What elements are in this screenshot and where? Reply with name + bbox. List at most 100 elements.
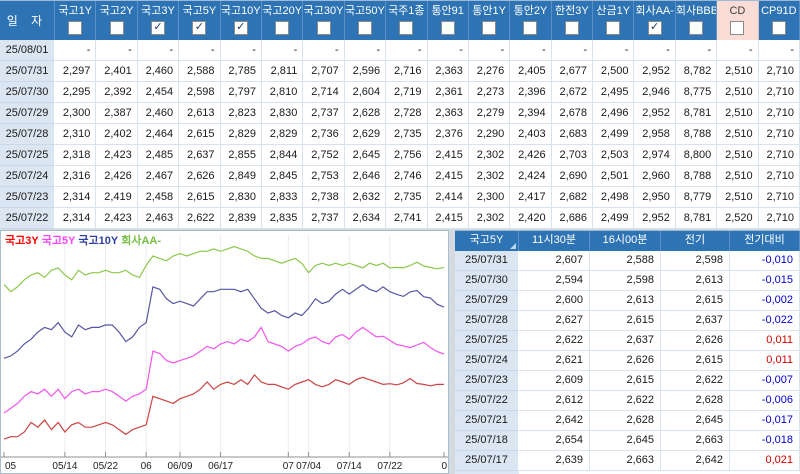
detail-date-cell: 25/07/24 [455, 351, 519, 371]
table-row[interactable]: 25/07/28 2,310 2,402 2,464 2,615 2,829 2,829 2,… [0, 124, 800, 145]
rate-cell: 2,628 [344, 103, 387, 124]
date-cell: 25/07/30 [0, 82, 55, 103]
value-1600-cell: 2,637 [590, 331, 661, 351]
column-checkbox[interactable] [357, 21, 372, 35]
table-row[interactable]: 25/07/22 2,314 2,423 2,463 2,622 2,839 2,835 2,… [0, 208, 800, 229]
column-header[interactable]: 산금1Y [593, 1, 635, 40]
rate-cell: 2,703 [551, 145, 594, 166]
column-checkbox[interactable]: ✓ [192, 21, 207, 35]
column-checkbox[interactable] [68, 21, 83, 35]
rate-cell: 2,950 [634, 187, 676, 208]
value-1130-cell: 2,642 [519, 411, 590, 431]
detail-table-row[interactable]: 25/07/21 2,642 2,628 2,645 -0,017 [455, 411, 800, 431]
rate-cell: - [137, 40, 180, 61]
diff-cell: 0,011 [730, 351, 800, 371]
column-checkbox[interactable] [275, 21, 290, 35]
table-row[interactable]: 25/07/29 2,300 2,387 2,460 2,613 2,823 2,830 2,… [0, 103, 800, 124]
detail-table-partial-row [455, 471, 519, 474]
rate-cell: 2,405 [510, 61, 552, 82]
column-checkbox[interactable] [316, 21, 331, 35]
column-header[interactable]: 국고10Y ✓ [221, 1, 262, 40]
rate-cell: 2,974 [634, 145, 676, 166]
column-checkbox[interactable] [730, 21, 745, 35]
detail-date-cell: 25/07/28 [455, 311, 519, 331]
rate-cell: 2,677 [551, 61, 594, 82]
detail-table-row[interactable]: 25/07/17 2,639 2,663 2,642 0,021 [455, 451, 800, 471]
detail-sort-column-header[interactable]: 국고5Y [455, 231, 519, 251]
detail-table-row[interactable]: 25/07/29 2,600 2,613 2,615 -0,002 [455, 291, 800, 311]
table-row[interactable]: 25/08/01- - - - - - - - - - - - - - - - - - [0, 40, 800, 61]
column-header-label: 국고5Y [182, 5, 217, 17]
column-checkbox[interactable]: ✓ [233, 21, 248, 35]
detail-date-cell: 25/07/31 [455, 251, 519, 271]
column-header[interactable]: 국주1종 [386, 1, 428, 40]
table-row[interactable]: 25/07/31 2,297 2,401 2,460 2,588 2,785 2,811 2,… [0, 61, 800, 82]
column-checkbox-wrap [510, 21, 550, 35]
detail-date-cell: 25/07/25 [455, 331, 519, 351]
column-header[interactable]: CP91D [759, 1, 800, 40]
column-header[interactable]: 회사BBB- [675, 1, 718, 40]
column-checkbox[interactable] [771, 21, 786, 35]
column-header[interactable]: 국고30Y [303, 1, 345, 40]
column-checkbox[interactable] [606, 21, 621, 35]
column-checkbox-wrap [593, 21, 633, 35]
rate-cell: 2,710 [758, 82, 800, 103]
detail-table-row[interactable]: 25/07/24 2,621 2,626 2,615 0,011 [455, 351, 800, 371]
rate-cell: 2,300 [468, 187, 511, 208]
value-1130-cell: 2,612 [519, 391, 590, 411]
column-header-label: 회사BBB- [675, 5, 718, 17]
diff-cell: -0,017 [730, 411, 800, 431]
rate-cell: 2,707 [303, 61, 345, 82]
rate-cell: 2,686 [551, 208, 594, 229]
prev-value-cell: 2,663 [661, 431, 730, 451]
column-checkbox[interactable]: ✓ [647, 21, 662, 35]
rate-cell: 2,839 [220, 208, 262, 229]
column-header[interactable]: 한전3Y [552, 1, 594, 40]
column-checkbox[interactable] [399, 21, 414, 35]
rate-cell: 2,756 [386, 145, 428, 166]
table-row[interactable]: 25/07/23 2,314 2,419 2,458 2,615 2,830 2,833 2,… [0, 187, 800, 208]
column-header[interactable]: 국고50Y [345, 1, 387, 40]
column-checkbox[interactable] [689, 21, 704, 35]
detail-table-header: 국고5Y 11시30분 16시00분 전기 전기대비 [455, 231, 800, 251]
column-header[interactable]: 국고2Y [96, 1, 138, 40]
date-cell: 25/07/22 [0, 208, 55, 229]
column-checkbox-wrap [717, 21, 757, 35]
detail-table-row[interactable]: 25/07/18 2,654 2,645 2,663 -0,018 [455, 431, 800, 451]
column-checkbox[interactable] [440, 21, 455, 35]
detail-table-row[interactable]: 25/07/31 2,607 2,588 2,598 -0,010 [455, 251, 800, 271]
value-1130-cell: 2,621 [519, 351, 590, 371]
table-row[interactable]: 25/07/25 2,318 2,423 2,485 2,637 2,855 2,844 2,… [0, 145, 800, 166]
rate-cell: - [220, 40, 262, 61]
column-header[interactable]: 국고1Y [55, 1, 97, 40]
column-header[interactable]: CD [717, 1, 759, 40]
rate-cell: 2,811 [261, 61, 304, 82]
detail-table-row[interactable]: 25/07/25 2,622 2,637 2,626 0,011 [455, 331, 800, 351]
column-checkbox-wrap [759, 21, 799, 35]
column-header[interactable]: 국고3Y ✓ [138, 1, 180, 40]
rate-cell: 2,746 [386, 166, 428, 187]
column-header[interactable]: 통안2Y [510, 1, 552, 40]
value-1600-cell: 2,588 [590, 251, 661, 271]
column-checkbox[interactable]: ✓ [150, 21, 165, 35]
column-checkbox[interactable] [482, 21, 497, 35]
table-row[interactable]: 25/07/24 2,316 2,426 2,467 2,626 2,849 2,845 2,… [0, 166, 800, 187]
rate-cell: 2,302 [468, 208, 511, 229]
detail-table-row[interactable]: 25/07/28 2,627 2,615 2,637 -0,022 [455, 311, 800, 331]
column-header[interactable]: 국고5Y ✓ [179, 1, 221, 40]
column-checkbox[interactable] [109, 21, 124, 35]
table-row[interactable]: 25/07/30 2,295 2,392 2,454 2,598 2,797 2,810 2,… [0, 82, 800, 103]
column-checkbox[interactable] [564, 21, 579, 35]
column-header-label: 국고1Y [58, 5, 93, 17]
column-header[interactable]: 국고20Y [262, 1, 304, 40]
rate-cell: 2,645 [344, 145, 387, 166]
rate-cell: 2,290 [468, 124, 511, 145]
column-header[interactable]: 통안91 [428, 1, 469, 40]
column-header[interactable]: 통안1Y [469, 1, 511, 40]
detail-table-row[interactable]: 25/07/30 2,594 2,598 2,613 -0,015 [455, 271, 800, 291]
column-checkbox[interactable] [523, 21, 538, 35]
detail-table-row[interactable]: 25/07/22 2,612 2,622 2,628 -0,006 [455, 391, 800, 411]
detail-table-row[interactable]: 25/07/23 2,609 2,615 2,622 -0,007 [455, 371, 800, 391]
column-header[interactable]: 회사AA- ✓ [634, 1, 676, 40]
rate-cell: 2,588 [179, 61, 221, 82]
